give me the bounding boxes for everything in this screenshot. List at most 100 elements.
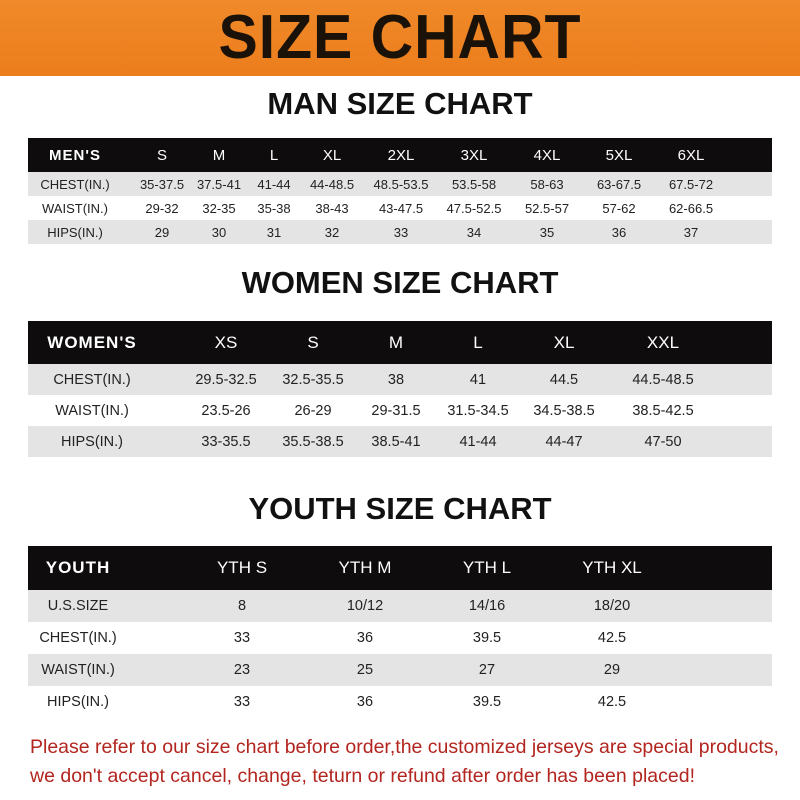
size-header: M <box>388 332 404 352</box>
size-header: S <box>307 332 319 352</box>
row-label: CHEST(IN.) <box>40 176 110 192</box>
measurement-cell: 29-31.5 <box>371 402 421 419</box>
men-header-row: MEN'S S M L XL 2XL 3XL 4XL 5XL 6XL <box>28 138 772 172</box>
measurement-cell: 37 <box>683 224 699 240</box>
measurement-cell: 44-47 <box>545 433 583 450</box>
measurement-cell: 41-44 <box>459 433 497 450</box>
row-label: U.S.SIZE <box>47 598 109 614</box>
row-label: HIPS(IN.) <box>47 224 103 240</box>
measurement-cell: 38.5-42.5 <box>632 402 694 419</box>
youth-size-table: YOUTH YTH S YTH M YTH L YTH XL U.S.SIZE 8 10/12… <box>28 546 772 718</box>
measurement-cell: 30 <box>211 224 227 240</box>
measurement-cell: 23.5-26 <box>201 402 251 419</box>
measurement-cell: 14/16 <box>468 598 506 614</box>
row-label: WAIST(IN.) <box>55 402 129 419</box>
measurement-cell: 67.5-72 <box>668 176 714 192</box>
size-header: 5XL <box>605 146 633 164</box>
size-header: M <box>212 146 226 164</box>
measurement-cell: 43-47.5 <box>378 200 424 216</box>
size-header: XXL <box>646 332 680 352</box>
measurement-cell: 36 <box>611 224 627 240</box>
size-header: 6XL <box>677 146 705 164</box>
size-header: 4XL <box>533 146 561 164</box>
corner-label: YOUTH <box>45 558 111 577</box>
size-header: L <box>269 146 279 164</box>
women-title: WOMEN SIZE CHART <box>241 265 559 300</box>
row-label: HIPS(IN.) <box>60 433 124 450</box>
measurement-cell: 31.5-34.5 <box>447 402 509 419</box>
measurement-cell: 10/12 <box>346 598 384 614</box>
measurement-cell: 31 <box>266 224 282 240</box>
size-header: YTH XL <box>582 558 642 577</box>
measurement-cell: 33 <box>233 630 251 646</box>
measurement-cell: 63-67.5 <box>596 176 642 192</box>
disclaimer: Please refer to our size chart before or… <box>30 733 790 791</box>
men-table-row: HIPS(IN.) 29 30 31 32 33 34 35 36 37 <box>28 220 772 244</box>
measurement-cell: 32-35 <box>202 200 236 216</box>
measurement-cell: 32 <box>324 224 340 240</box>
measurement-cell: 26-29 <box>294 402 332 419</box>
measurement-cell: 47.5-52.5 <box>446 200 502 216</box>
women-header-row: WOMEN'S XS S M L XL XXL <box>28 321 772 364</box>
measurement-cell: 57-62 <box>602 200 636 216</box>
corner-label: WOMEN'S <box>47 332 137 352</box>
measurement-cell: 42.5 <box>597 694 627 710</box>
youth-table-row: U.S.SIZE 8 10/12 14/16 18/20 <box>28 590 772 622</box>
measurement-cell: 33-35.5 <box>201 433 251 450</box>
measurement-cell: 44-48.5 <box>309 176 355 192</box>
measurement-cell: 36 <box>356 694 374 710</box>
men-table-row: WAIST(IN.) 29-32 32-35 35-38 38-43 43-47.5 47.… <box>28 196 772 220</box>
measurement-cell: 35-38 <box>257 200 291 216</box>
row-label: WAIST(IN.) <box>42 200 108 216</box>
women-table-row: HIPS(IN.) 33-35.5 35.5-38.5 38.5-41 41-44 44-… <box>28 426 772 457</box>
measurement-cell: 62-66.5 <box>668 200 714 216</box>
men-title: MAN SIZE CHART <box>267 86 533 121</box>
row-label: WAIST(IN.) <box>41 662 115 678</box>
row-label: CHEST(IN.) <box>39 630 117 646</box>
measurement-cell: 37.5-41 <box>196 176 242 192</box>
measurement-cell: 36 <box>356 630 374 646</box>
size-header: YTH S <box>216 558 268 577</box>
measurement-cell: 53.5-58 <box>451 176 497 192</box>
men-table-row: CHEST(IN.) 35-37.5 37.5-41 41-44 44-48.5 48.5… <box>28 172 772 196</box>
men-size-table: MEN'S S M L XL 2XL 3XL 4XL 5XL 6XL CHEST(IN.) 35-37… <box>28 138 772 244</box>
measurement-cell: 35-37.5 <box>139 176 185 192</box>
measurement-cell: 42.5 <box>597 630 627 646</box>
measurement-cell: 44.5 <box>549 371 579 388</box>
size-header: YTH M <box>338 558 392 577</box>
measurement-cell: 29.5-32.5 <box>195 371 257 388</box>
measurement-cell: 48.5-53.5 <box>373 176 429 192</box>
measurement-cell: 29 <box>603 662 621 678</box>
measurement-cell: 52.5-57 <box>524 200 570 216</box>
measurement-cell: 29 <box>154 224 170 240</box>
measurement-cell: 35 <box>539 224 555 240</box>
measurement-cell: 33 <box>393 224 409 240</box>
measurement-cell: 39.5 <box>472 630 502 646</box>
disclaimer-line-2: we don't accept cancel, change, teturn o… <box>30 765 695 787</box>
row-label: CHEST(IN.) <box>53 371 131 388</box>
measurement-cell: 38-43 <box>315 200 349 216</box>
measurement-cell: 41-44 <box>257 176 291 192</box>
measurement-cell: 44.5-48.5 <box>632 371 694 388</box>
size-header: 2XL <box>387 146 415 164</box>
measurement-cell: 29-32 <box>145 200 179 216</box>
measurement-cell: 34.5-38.5 <box>533 402 595 419</box>
measurement-cell: 35.5-38.5 <box>282 433 344 450</box>
size-header: S <box>156 146 168 164</box>
youth-header-row: YOUTH YTH S YTH M YTH L YTH XL <box>28 546 772 590</box>
measurement-cell: 23 <box>233 662 251 678</box>
measurement-cell: 27 <box>478 662 496 678</box>
women-table-row: CHEST(IN.) 29.5-32.5 32.5-35.5 38 41 44.5 44.5… <box>28 364 772 395</box>
size-header: 3XL <box>460 146 488 164</box>
banner-title: SIZE CHART <box>218 3 582 72</box>
measurement-cell: 33 <box>233 694 251 710</box>
size-header: XL <box>553 332 575 352</box>
women-size-table: WOMEN'S XS S M L XL XXL CHEST(IN.) 29.5-32.5 32.5… <box>28 321 772 457</box>
measurement-cell: 25 <box>356 662 374 678</box>
measurement-cell: 34 <box>466 224 482 240</box>
size-header: XL <box>322 146 342 164</box>
measurement-cell: 18/20 <box>593 598 631 614</box>
size-header: L <box>473 332 483 352</box>
youth-title: YOUTH SIZE CHART <box>248 491 552 526</box>
row-label: HIPS(IN.) <box>46 694 110 710</box>
